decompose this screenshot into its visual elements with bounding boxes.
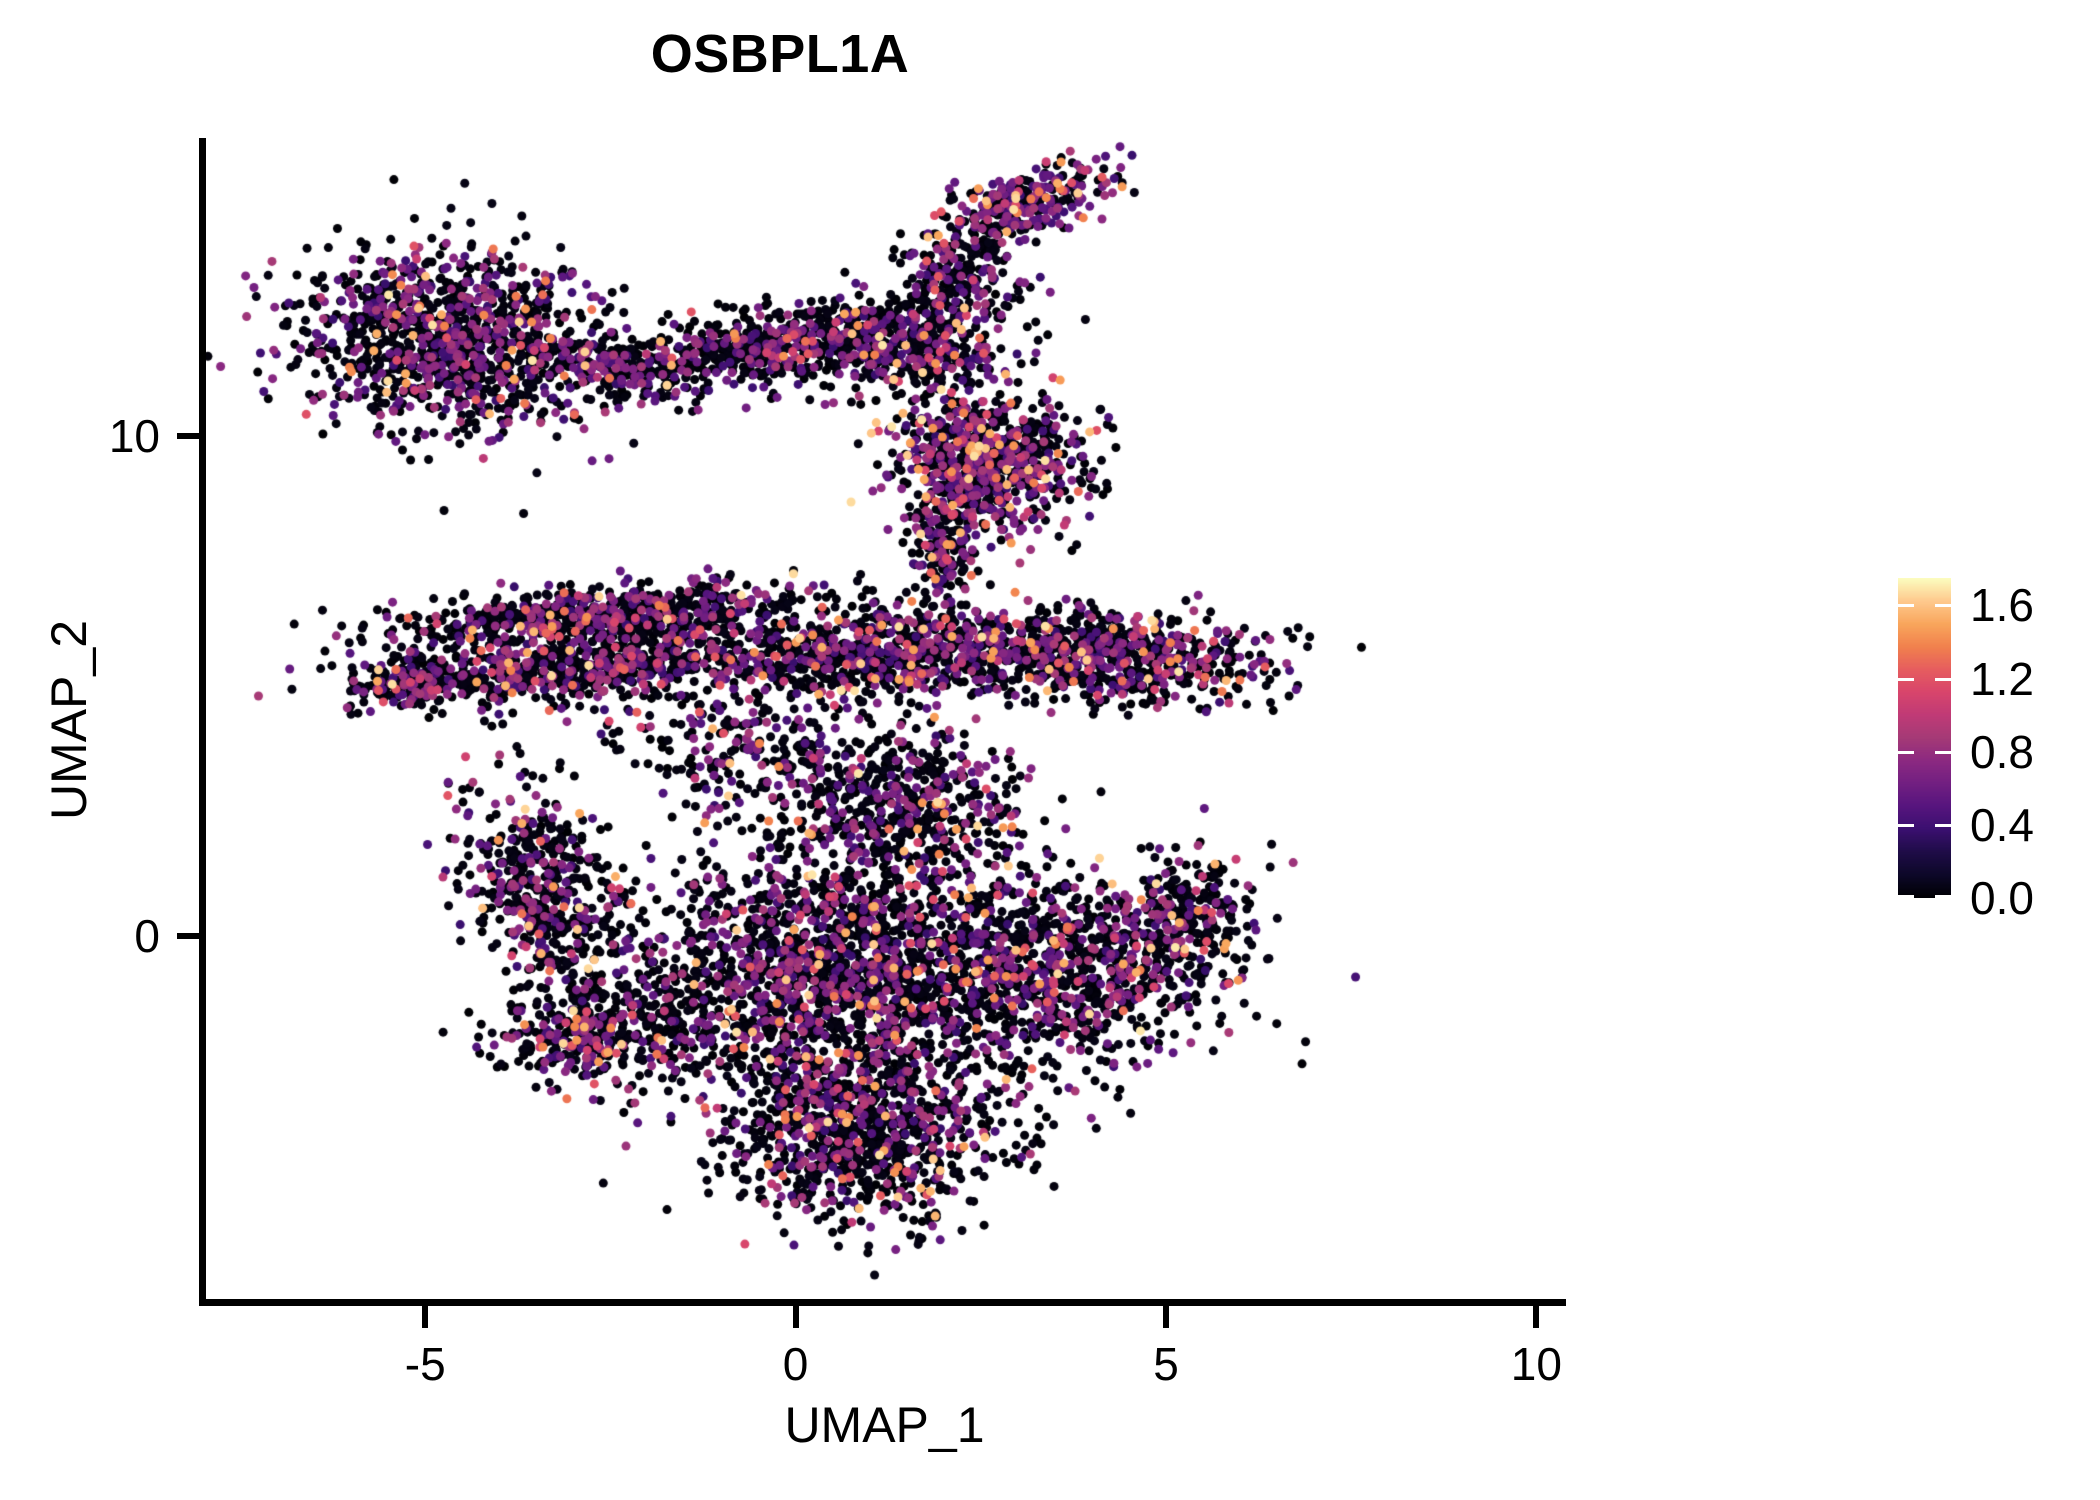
colorbar-legend: 1.6 1.2 0.8 0.4 0.0 <box>1898 578 2088 924</box>
x-tick-mark <box>1162 1306 1169 1328</box>
colorbar-tick-label: 1.6 <box>1970 579 2034 632</box>
colorbar-tick-mark <box>1898 823 1951 827</box>
colorbar-tick-label: 1.2 <box>1970 652 2034 705</box>
x-tick-mark <box>792 1306 799 1328</box>
colorbar-gradient <box>1898 578 1951 898</box>
y-axis-label: UMAP_2 <box>41 619 97 821</box>
x-tick-label: 0 <box>782 1338 809 1390</box>
colorbar-tick-mark <box>1898 895 1951 898</box>
y-tick-label: 10 <box>108 409 160 462</box>
colorbar-tick-label: 0.4 <box>1970 798 2034 851</box>
x-tick-label: 10 <box>1510 1338 1562 1390</box>
colorbar-tick-mark <box>1898 677 1951 681</box>
y-tick-mark <box>177 933 200 940</box>
x-tick-mark <box>1533 1306 1540 1328</box>
page-title: OSBPL1A <box>650 24 910 84</box>
colorbar-tick-mark <box>1898 750 1951 754</box>
y-tick-mark <box>177 432 200 439</box>
x-axis-label: UMAP_1 <box>784 1397 985 1453</box>
colorbar-tick-label: 0.0 <box>1970 872 2034 924</box>
x-tick-label: -5 <box>404 1338 446 1390</box>
colorbar-tick-mark <box>1898 604 1951 608</box>
scatter-plot-canvas <box>203 140 1566 1302</box>
plot-panel <box>203 140 1566 1302</box>
x-tick-label: 5 <box>1153 1338 1179 1390</box>
x-axis-spine <box>199 1299 1566 1306</box>
y-tick-label: 0 <box>134 910 160 963</box>
colorbar-tick-label: 0.8 <box>1970 725 2034 778</box>
x-tick-mark <box>422 1306 429 1328</box>
y-axis-spine <box>199 138 206 1306</box>
